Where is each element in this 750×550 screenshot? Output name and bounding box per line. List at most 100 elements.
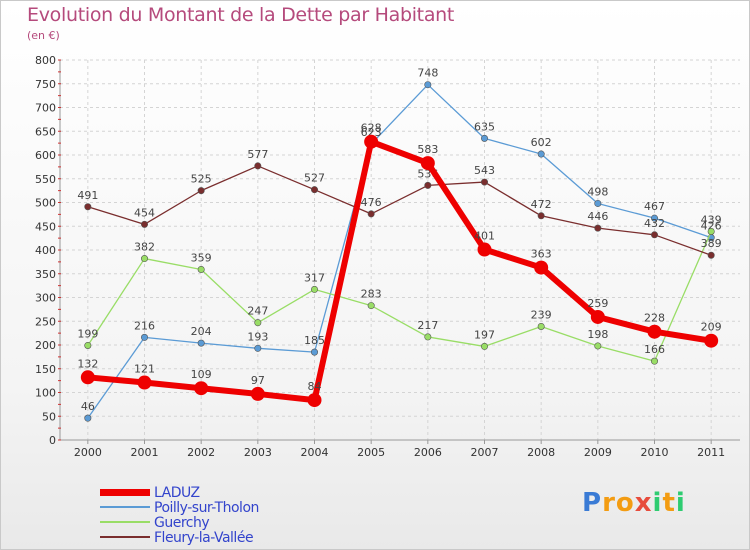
y-tick-label: 650 (35, 125, 56, 138)
data-point (141, 333, 149, 341)
series-line (87, 231, 712, 362)
data-point (424, 333, 432, 341)
legend-label: LADUZ (154, 485, 200, 501)
x-tick-label: 2007 (471, 446, 499, 459)
data-point (80, 370, 95, 385)
data-label: 426 (701, 220, 722, 233)
data-label: 446 (587, 210, 608, 223)
x-tick-label: 2010 (641, 446, 669, 459)
chart-unit: (en €) (27, 29, 60, 42)
data-label: 193 (247, 330, 268, 343)
y-tick-label: 350 (35, 268, 56, 281)
data-label: 363 (531, 248, 552, 261)
data-point (594, 199, 602, 207)
data-label: 204 (191, 325, 212, 338)
data-label: 239 (531, 308, 552, 321)
data-label: 359 (191, 251, 212, 264)
data-label: 132 (77, 357, 98, 370)
logo-letter: i (675, 488, 686, 518)
data-point (84, 203, 92, 211)
x-tick-label: 2009 (584, 446, 612, 459)
data-label: 166 (644, 343, 665, 356)
data-point (254, 319, 262, 327)
data-point (367, 302, 375, 310)
data-label: 228 (644, 312, 665, 325)
legend-label: Guerchy (154, 515, 210, 531)
data-label: 209 (701, 321, 722, 334)
data-point (310, 285, 318, 293)
x-tick-label: 2001 (131, 446, 159, 459)
y-tick-label: 100 (35, 387, 56, 400)
logo-letter: i (652, 488, 663, 518)
y-tick-label: 300 (35, 292, 56, 305)
data-point (137, 375, 152, 390)
data-label: 498 (587, 185, 608, 198)
data-label: 401 (474, 230, 495, 243)
x-tick-label: 2006 (414, 446, 442, 459)
data-label: 628 (361, 122, 382, 135)
data-label: 748 (417, 67, 438, 80)
data-point (364, 134, 379, 149)
data-label: 583 (417, 143, 438, 156)
data-point (647, 324, 662, 339)
data-point (480, 342, 488, 350)
data-point (197, 187, 205, 195)
logo-letter: r (602, 488, 616, 518)
legend-swatch (100, 521, 150, 523)
data-point (250, 386, 265, 401)
data-point (650, 357, 658, 365)
data-label: 432 (644, 217, 665, 230)
data-point (534, 260, 549, 275)
y-tick-label: 600 (35, 149, 56, 162)
data-label: 197 (474, 328, 495, 341)
y-tick-label: 450 (35, 220, 56, 233)
logo-letter: x (634, 488, 653, 518)
y-tick-label: 150 (35, 363, 56, 376)
legend-label: Fleury-la-Vallée (154, 530, 254, 546)
data-point (310, 348, 318, 356)
data-label: 525 (191, 173, 212, 186)
data-label: 476 (361, 196, 382, 209)
y-tick-label: 500 (35, 197, 56, 210)
x-tick-label: 2000 (74, 446, 102, 459)
data-point (707, 227, 715, 235)
y-tick-label: 200 (35, 339, 56, 352)
data-point (537, 150, 545, 158)
series-line (87, 165, 712, 256)
legend-swatch (100, 489, 150, 496)
data-point (197, 339, 205, 347)
x-tick-label: 2004 (301, 446, 329, 459)
data-label: 454 (134, 206, 155, 219)
data-label: 439 (701, 213, 722, 226)
data-label: 527 (304, 172, 325, 185)
x-tick-label: 2008 (527, 446, 555, 459)
data-label: 467 (644, 200, 665, 213)
data-label: 317 (304, 271, 325, 284)
data-label: 216 (134, 319, 155, 332)
data-label: 472 (531, 198, 552, 211)
data-point (254, 344, 262, 352)
data-point (537, 322, 545, 330)
data-label: 46 (81, 400, 95, 413)
proxiti-logo: Proxiti (582, 488, 686, 518)
data-point (590, 309, 605, 324)
data-label: 491 (77, 189, 98, 202)
data-point (310, 186, 318, 194)
data-point (480, 178, 488, 186)
y-tick-label: 550 (35, 173, 56, 186)
legend-swatch (100, 506, 150, 508)
data-point (537, 212, 545, 220)
y-tick-label: 50 (42, 410, 56, 423)
data-label: 259 (587, 297, 608, 310)
y-tick-label: 400 (35, 244, 56, 257)
data-label: 577 (247, 148, 268, 161)
y-tick-label: 250 (35, 315, 56, 328)
data-point (84, 341, 92, 349)
data-label: 97 (251, 374, 265, 387)
data-point (707, 251, 715, 259)
data-label: 602 (531, 136, 552, 149)
data-point (420, 156, 435, 171)
data-point (367, 210, 375, 218)
logo-letter: o (615, 488, 635, 518)
